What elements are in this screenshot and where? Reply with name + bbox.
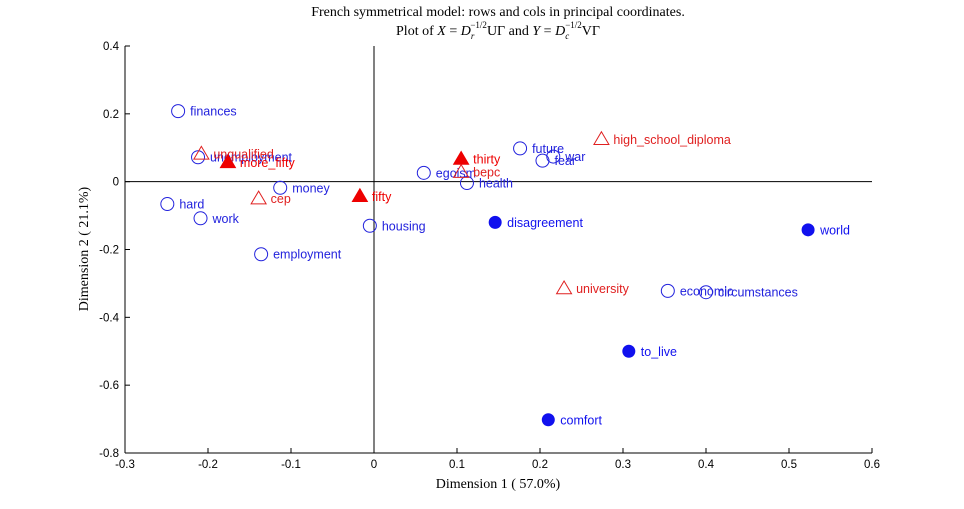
point-label: more_fifty (240, 156, 296, 170)
point-label: health (479, 177, 513, 191)
x-tick-label: -0.2 (198, 459, 218, 471)
data-point: war (546, 149, 585, 164)
point-label: finances (190, 105, 237, 119)
x-axis-label: Dimension 1 ( 57.0%) (436, 477, 561, 492)
point-marker (541, 413, 555, 427)
point-label: employment (273, 248, 342, 262)
data-point: more_fifty (219, 153, 296, 170)
point-label: to_live (641, 345, 677, 359)
data-point: high_school_diploma (593, 130, 731, 147)
x-tick-label: 0.5 (781, 459, 797, 471)
data-point: egoism (416, 165, 476, 180)
x-tick-label: 0 (371, 459, 377, 471)
point-marker (622, 344, 636, 358)
point-marker (193, 211, 208, 226)
data-points: financesunemploymentmoneyhardworkemploym… (160, 104, 850, 427)
x-tick-label: 0.4 (698, 459, 715, 471)
ticks: -0.3 -0.2 -0.1 0 0.1 0.2 0.3 0.4 0.5 0.6 -0.8 -0.6 -… (99, 41, 880, 471)
point-marker (254, 247, 269, 262)
point-label: future (532, 142, 564, 156)
x-tick-label: 0.2 (532, 459, 548, 471)
point-marker (535, 153, 550, 168)
point-marker (171, 104, 186, 119)
data-point: world (801, 223, 850, 237)
point-marker (351, 187, 369, 203)
data-point: university (555, 280, 630, 296)
point-marker (513, 141, 528, 156)
data-point: hard (160, 197, 204, 212)
x-tick-label: -0.3 (115, 459, 135, 471)
y-tick-label: -0.4 (99, 312, 119, 324)
point-marker (699, 285, 713, 300)
point-marker (555, 280, 573, 295)
data-point: employment (254, 247, 342, 262)
point-label: comfort (560, 413, 602, 427)
point-marker (593, 130, 610, 146)
point-marker (219, 153, 237, 169)
x-tick-label: -0.1 (281, 459, 301, 471)
data-point: fifty (351, 187, 392, 204)
point-label: high_school_diploma (613, 133, 730, 147)
data-point: cep (250, 190, 291, 206)
y-tick-label: -0.8 (99, 448, 119, 460)
chart-title: French symmetrical model: rows and cols … (311, 5, 685, 20)
data-point: money (273, 180, 330, 195)
point-label: thirty (473, 152, 501, 166)
point-marker (452, 163, 470, 178)
y-tick-label: 0.4 (103, 41, 120, 53)
point-label: money (292, 181, 330, 195)
data-point: circumstances (699, 285, 798, 300)
point-marker (160, 197, 175, 212)
point-label: disagreement (507, 216, 583, 230)
point-marker (192, 145, 210, 160)
point-label: war (564, 150, 585, 164)
data-point: thirty (452, 150, 501, 166)
x-tick-label: 0.6 (864, 459, 880, 471)
y-tick-label: 0 (113, 177, 119, 189)
x-tick-label: 0.1 (449, 459, 465, 471)
point-label: work (212, 212, 240, 226)
point-marker (362, 218, 377, 233)
y-tick-label: -0.2 (99, 245, 119, 257)
point-label: cep (271, 192, 291, 206)
point-marker (191, 150, 206, 165)
point-label: world (819, 223, 850, 237)
point-marker (801, 223, 815, 237)
point-marker (452, 150, 470, 165)
y-tick-label: 0.2 (103, 109, 119, 121)
point-marker (660, 283, 675, 298)
chart-subtitle: Plot of X = Dr−1/2UΓ and Y = Dc−1/2VΓ (396, 20, 600, 41)
point-label: bepc (473, 166, 500, 180)
data-point: health (459, 176, 513, 191)
point-label: housing (382, 219, 426, 233)
axes (124, 46, 872, 454)
data-point: disagreement (488, 215, 583, 230)
point-marker (488, 215, 502, 229)
y-axis-label: Dimension 2 ( 21.1%) (77, 186, 92, 311)
x-tick-label: 0.3 (615, 459, 631, 471)
point-label: circumstances (718, 286, 798, 300)
point-marker (546, 149, 561, 164)
point-marker (250, 190, 268, 205)
point-marker (459, 176, 474, 191)
data-point: comfort (541, 413, 603, 427)
data-point: housing (362, 218, 426, 233)
point-label: university (576, 282, 630, 296)
data-point: to_live (622, 344, 677, 359)
data-point: work (193, 211, 240, 226)
point-label: hard (179, 198, 204, 212)
point-label: fifty (372, 190, 392, 204)
data-point: finances (171, 104, 237, 119)
point-marker (416, 165, 431, 180)
data-point: bepc (452, 163, 500, 180)
data-point: economic (660, 283, 734, 298)
point-label: economic (680, 284, 734, 298)
y-tick-label: -0.6 (99, 380, 119, 392)
point-marker (273, 180, 288, 195)
data-point: future (513, 141, 564, 156)
